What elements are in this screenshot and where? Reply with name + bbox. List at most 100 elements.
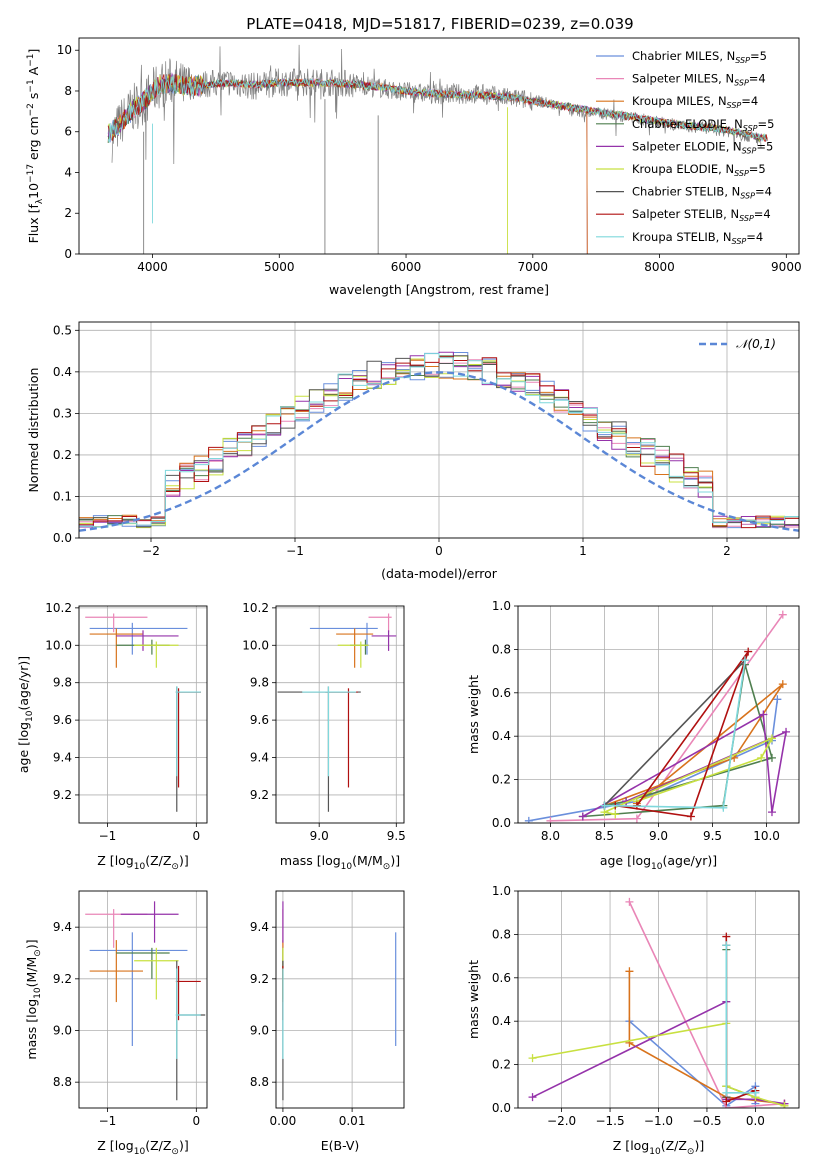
weight-point-marker — [782, 727, 791, 736]
weight-point-marker — [722, 932, 731, 941]
weight_vs_Z-ytick-label: 0.2 — [492, 1058, 511, 1072]
legend-label: Kroupa MILES, NSSP=4 — [632, 94, 758, 110]
mass_vs_ebv-ytick-label: 9.2 — [250, 972, 269, 986]
mass_vs_Z-ytick-label: 9.2 — [53, 972, 72, 986]
spectrum-ylabel: Flux [fλ10−17 erg cm−2 s−1 A−1] — [26, 49, 45, 244]
weight_vs_age-xlabel: age [log10(age/yr)] — [600, 853, 717, 872]
label-fragment: =4 — [746, 230, 763, 244]
label-fragment: (Z/Z — [661, 1138, 687, 1153]
weight-point-marker — [632, 814, 641, 823]
mass_vs_Z-ytick-label: 9.0 — [53, 1024, 72, 1038]
age_vs_Z-ytick-label: 9.2 — [53, 788, 72, 802]
label-fragment: SSP — [735, 56, 750, 65]
weight-series-line — [725, 949, 756, 1098]
spectrum-ytick-label: 10 — [57, 43, 72, 57]
label-fragment: )] — [24, 939, 39, 949]
weight_vs_Z-ytick-label: 0.0 — [492, 1101, 511, 1115]
label-fragment: SSP — [739, 214, 754, 223]
weight-point-marker — [773, 695, 782, 704]
residual-histogram-step — [79, 356, 799, 529]
weight-series-line — [725, 945, 756, 1094]
label-fragment: (M/M — [352, 853, 383, 868]
weight-point-marker — [740, 656, 749, 665]
label-fragment: (data-model)/error — [381, 566, 498, 581]
legend-label: Kroupa ELODIE, NSSP=5 — [632, 162, 766, 178]
age_vs_mass-xtick-label: 9.5 — [387, 829, 406, 843]
residual-histogram-step — [79, 355, 799, 528]
spectrum-legend: Chabrier MILES, NSSP=5 Salpeter MILES, NS… — [596, 49, 774, 246]
label-fragment: )] — [179, 1138, 189, 1153]
age_vs_mass-ytick-label: 10.2 — [242, 601, 269, 615]
mass_vs_Z-panel: −1 08.89.09.29.4Z [log10(Z/Z⊙)]mass [log1… — [24, 890, 208, 1157]
weight-point-marker — [625, 967, 634, 976]
weight-point-marker — [528, 1093, 537, 1102]
label-fragment: SSP — [732, 237, 747, 246]
spectrum-xtick-label: 6000 — [391, 260, 422, 274]
label-fragment: 10 — [25, 710, 35, 722]
age_vs_Z-panel: −1 09.29.49.69.810.010.2Z [log10(Z/Z⊙)]ag… — [16, 601, 208, 872]
residual-histogram-step — [79, 353, 799, 528]
residuals-xtick-label: 2 — [723, 544, 731, 558]
label-fragment: =4 — [749, 72, 766, 86]
weight-point-marker — [767, 753, 776, 762]
spectrum-plot-area — [107, 44, 768, 254]
legend-label: Salpeter ELODIE, NSSP=5 — [632, 139, 773, 155]
label-fragment: SSP — [740, 192, 755, 201]
label-fragment: ⊙ — [171, 1147, 179, 1157]
label-fragment: log — [24, 999, 39, 1018]
residuals-ytick-label: 0.1 — [53, 489, 72, 503]
label-fragment: (age/yr)] — [662, 853, 717, 868]
weight-point-marker — [578, 812, 587, 821]
spectrum-ytick-label: 4 — [64, 165, 72, 179]
weight-point-marker — [686, 812, 695, 821]
residuals-ytick-label: 0.4 — [53, 365, 72, 379]
label-fragment: mass [ — [24, 1018, 39, 1060]
age_vs_Z-ylabel: age [log10(age/yr)] — [16, 656, 35, 773]
label-fragment: =5 — [750, 49, 767, 63]
weight-point-marker — [719, 803, 728, 812]
weight_vs_Z-ytick-label: 0.6 — [492, 971, 511, 985]
age_vs_Z-plot-area — [79, 606, 207, 823]
weight-point-marker — [528, 1054, 537, 1063]
age_vs_Z-ytick-label: 9.6 — [53, 713, 72, 727]
spectrum-panel: 4000 5000 6000 7000 8000 9000 0 2 4 6 8 10 wavelengt… — [26, 37, 802, 297]
label-fragment: (age/yr)] — [16, 656, 31, 711]
label-fragment: −1 — [26, 79, 36, 92]
mass_vs_ebv-ytick-label: 8.8 — [250, 1075, 269, 1089]
model-spectrum-line — [107, 74, 588, 254]
mass_vs_ebv-frame — [275, 890, 405, 1109]
weight_vs_Z-xtick-label: −0.5 — [692, 1114, 721, 1128]
label-fragment: Flux [f — [26, 204, 41, 244]
spectrum-xtick-label: 9000 — [771, 260, 802, 274]
residuals-xlabel: (data-model)/error — [381, 566, 498, 581]
label-fragment: 10 — [341, 862, 353, 872]
spectrum-ytick-label: 8 — [64, 84, 72, 98]
weight_vs_Z-xtick-label: −1.5 — [595, 1114, 624, 1128]
label-fragment: Z [ — [613, 1138, 630, 1153]
label-fragment: =4 — [741, 94, 758, 108]
weight-point-marker — [767, 808, 776, 817]
weight-point-marker — [722, 1097, 731, 1106]
mass_vs_ebv-panel: 0.00 0.01 8.8 9.0 9.2 9.4 E(B-V) — [250, 890, 405, 1153]
spectrum-xtick-label: 5000 — [264, 260, 295, 274]
label-fragment: log — [115, 853, 134, 868]
age_vs_Z-ytick-label: 10.0 — [45, 638, 72, 652]
weight_vs_age-ytick-label: 0.8 — [492, 642, 511, 656]
label-fragment: 10 — [26, 183, 41, 199]
residuals-ylabel: Normed distribution — [26, 368, 41, 493]
residuals-panel: −2 −1 0 1 2 0.0 0.1 0.2 0.3 0.4 0.5 (data-model)/er… — [26, 321, 800, 581]
weight_vs_Z-ytick-label: 1.0 — [492, 884, 511, 898]
label-fragment: age [ — [600, 853, 632, 868]
residuals-ytick-label: 0.2 — [53, 448, 72, 462]
label-fragment: erg cm — [26, 116, 41, 164]
label-fragment: =4 — [755, 185, 772, 199]
label-fragment: log — [16, 722, 31, 741]
mass_vs_Z-xlabel: Z [log10(Z/Z⊙)] — [97, 1138, 188, 1157]
weight-series-line — [725, 936, 756, 1103]
age_vs_Z-xlabel: Z [log10(Z/Z⊙)] — [97, 853, 188, 872]
weight_vs_age-ylabel: mass weight — [466, 675, 481, 754]
label-fragment: ] — [26, 49, 41, 54]
weight_vs_Z-ylabel: mass weight — [466, 960, 481, 1039]
weight_vs_age-ytick-label: 0.2 — [492, 773, 511, 787]
